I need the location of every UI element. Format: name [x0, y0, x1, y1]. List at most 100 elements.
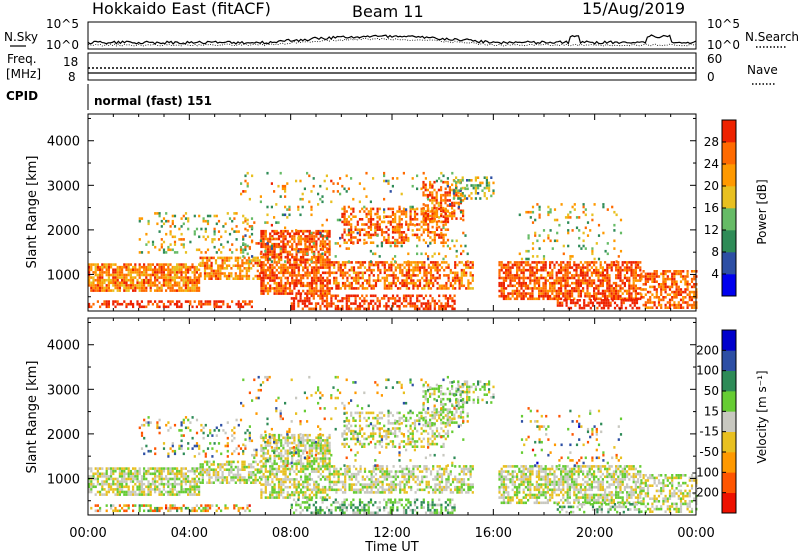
data-cell	[171, 482, 174, 486]
data-cell	[110, 281, 113, 285]
data-cell	[409, 218, 412, 221]
data-cell	[96, 482, 99, 486]
data-cell	[223, 256, 226, 260]
data-cell	[138, 268, 141, 272]
data-cell	[531, 205, 535, 209]
data-cell	[282, 232, 285, 236]
data-cell	[350, 238, 353, 242]
data-cell	[239, 302, 242, 306]
data-cell	[422, 191, 425, 194]
data-cell	[433, 212, 436, 215]
data-cell	[231, 227, 234, 231]
data-cell	[597, 297, 600, 301]
data-cell	[310, 235, 314, 238]
data-cell	[325, 307, 329, 311]
data-cell	[361, 228, 364, 231]
data-cell	[621, 261, 624, 264]
data-cell	[442, 307, 445, 311]
data-cell	[202, 219, 205, 223]
data-cell	[588, 294, 591, 298]
data-cell	[350, 302, 353, 305]
data-cell	[291, 268, 294, 272]
data-cell	[411, 207, 414, 211]
data-cell	[195, 265, 198, 269]
data-cell	[105, 284, 108, 287]
data-cell	[147, 284, 150, 287]
data-cell	[110, 482, 113, 486]
data-cell	[427, 225, 430, 229]
data-cell	[632, 276, 635, 280]
data-cell	[306, 245, 309, 249]
data-cell	[228, 460, 231, 464]
data-cell	[679, 293, 683, 296]
data-cell	[443, 261, 446, 264]
data-cell	[427, 234, 430, 237]
data-cell	[440, 241, 443, 244]
data-cell	[608, 292, 611, 295]
data-cell	[608, 276, 611, 280]
data-cell	[533, 261, 536, 264]
data-cell	[356, 307, 359, 311]
data-cell	[435, 196, 438, 200]
data-cell	[138, 286, 141, 290]
data-cell	[429, 271, 433, 275]
data-cell	[431, 299, 434, 303]
data-cell	[171, 490, 174, 494]
data-cell	[291, 279, 294, 282]
data-cell	[628, 268, 631, 272]
data-cell	[295, 284, 298, 288]
data-cell	[374, 212, 377, 216]
data-cell	[409, 304, 412, 308]
data-cell	[138, 281, 141, 285]
data-cell	[323, 299, 326, 303]
data-cell	[589, 301, 592, 305]
data-cell	[242, 214, 245, 218]
data-cell	[449, 268, 452, 272]
data-cell	[239, 476, 242, 479]
data-cell	[334, 294, 337, 298]
data-cell	[442, 199, 445, 202]
data-cell	[400, 244, 403, 248]
data-cell	[511, 263, 514, 267]
data-cell	[531, 242, 535, 245]
data-cell	[90, 490, 93, 494]
data-cell	[637, 279, 640, 282]
data-cell	[457, 197, 460, 200]
data-cell	[286, 268, 289, 272]
data-cell	[383, 271, 386, 275]
data-cell	[242, 506, 245, 510]
data-cell	[136, 271, 139, 274]
data-cell	[317, 258, 320, 262]
data-cell	[544, 276, 547, 280]
data-cell	[198, 452, 201, 456]
data-cell	[180, 271, 183, 274]
data-cell	[334, 255, 337, 258]
data-cell	[500, 284, 503, 288]
data-cell	[398, 225, 401, 229]
data-cell	[317, 266, 320, 269]
data-cell	[324, 235, 327, 238]
data-cell	[343, 210, 346, 213]
data-cell	[121, 488, 124, 491]
data-cell	[686, 283, 689, 286]
data-cell	[416, 261, 419, 264]
data-cell	[198, 281, 201, 285]
data-cell	[372, 299, 375, 303]
data-cell	[206, 504, 209, 507]
data-cell	[118, 284, 121, 287]
data-cell	[198, 214, 201, 218]
data-cell	[221, 272, 224, 275]
data-cell	[420, 225, 423, 229]
data-cell	[657, 285, 661, 289]
data-cell	[284, 266, 287, 269]
data-cell	[328, 240, 331, 243]
data-cell	[424, 241, 428, 244]
data-cell	[431, 225, 434, 229]
data-cell	[165, 232, 168, 236]
data-cell	[644, 301, 647, 304]
data-cell	[149, 482, 152, 486]
data-cell	[369, 223, 373, 226]
data-cell	[429, 210, 432, 213]
data-cell	[319, 240, 322, 243]
data-cell	[310, 307, 313, 311]
